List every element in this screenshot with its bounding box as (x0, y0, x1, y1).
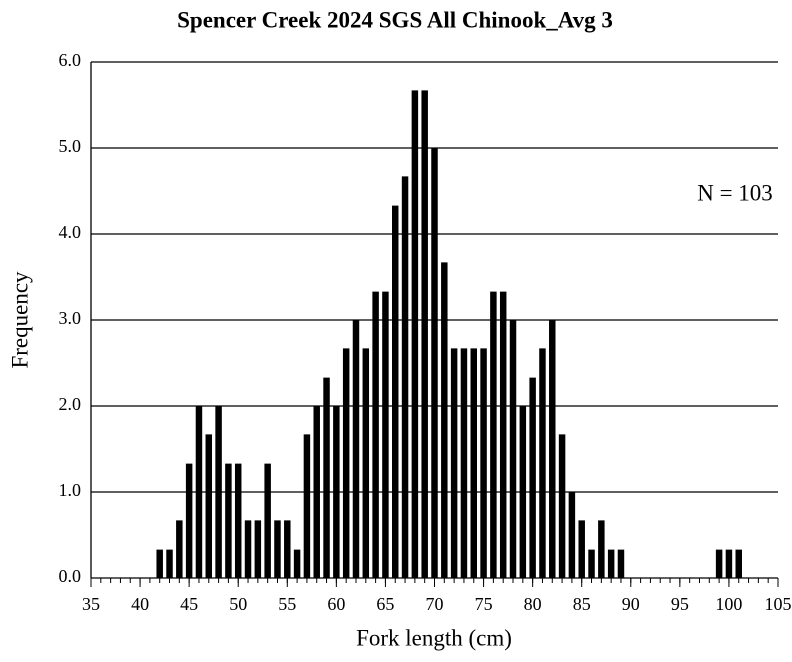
bar (333, 406, 340, 578)
bar (362, 348, 370, 578)
x-tick-label: 70 (426, 594, 444, 614)
x-tick-label: 85 (573, 594, 591, 614)
x-tick-label: 80 (524, 594, 542, 614)
bar (342, 348, 350, 578)
x-tick-label: 45 (180, 594, 198, 614)
x-tick-label: 60 (327, 594, 345, 614)
bar (254, 520, 262, 578)
chart-title: Spencer Creek 2024 SGS All Chinook_Avg 3 (177, 7, 613, 32)
bar (529, 377, 536, 578)
bar (431, 148, 438, 578)
bar (509, 320, 517, 578)
x-axis-label: Fork length (cm) (356, 625, 512, 650)
y-tick-label: 2.0 (59, 394, 82, 414)
bar (519, 406, 527, 578)
x-tick-label: 55 (278, 594, 296, 614)
x-tick-label: 95 (671, 594, 689, 614)
bar (205, 434, 213, 578)
bar (382, 291, 389, 578)
bar (313, 406, 320, 578)
bar (293, 549, 301, 578)
x-tick-label: 35 (82, 594, 100, 614)
bar (441, 262, 448, 578)
y-tick-label: 5.0 (59, 136, 82, 156)
bar (274, 520, 281, 578)
y-tick-label: 6.0 (59, 50, 82, 70)
bar (558, 434, 566, 578)
bar (568, 492, 576, 578)
x-tick-label: 50 (229, 594, 247, 614)
bar (284, 520, 291, 578)
bar (549, 320, 556, 578)
bar (715, 549, 723, 578)
bar (411, 90, 419, 578)
bar (166, 549, 173, 578)
bar (725, 549, 733, 578)
bar (234, 463, 242, 578)
bar (352, 320, 360, 578)
bar (264, 463, 271, 578)
y-tick-label: 1.0 (59, 480, 82, 500)
bar (588, 549, 595, 578)
bar (607, 549, 615, 578)
bar (470, 348, 477, 578)
bar (303, 434, 311, 578)
x-tick-label: 90 (622, 594, 640, 614)
y-axis-label: Frequency (7, 271, 32, 369)
bar (195, 406, 203, 578)
bar (499, 291, 507, 578)
bar (490, 291, 497, 578)
y-tick-label: 4.0 (59, 222, 82, 242)
bar (480, 348, 487, 578)
bar (450, 348, 458, 578)
bar (401, 176, 409, 578)
bar (735, 549, 742, 578)
y-tick-label: 0.0 (59, 566, 82, 586)
x-tick-label: 65 (376, 594, 394, 614)
bar (460, 348, 468, 578)
bar (372, 291, 379, 578)
bar (421, 90, 428, 578)
x-tick-label: 40 (131, 594, 149, 614)
bar (225, 463, 232, 578)
bar (156, 549, 163, 578)
bar (323, 377, 330, 578)
bar (215, 406, 222, 578)
bar (176, 520, 183, 578)
annotation: N = 103 (697, 180, 773, 205)
x-tick-label: 100 (715, 594, 742, 614)
x-tick-label: 105 (765, 594, 792, 614)
bar (578, 520, 585, 578)
bar (244, 520, 252, 578)
bar (392, 205, 399, 578)
y-tick-label: 3.0 (59, 308, 82, 328)
bar (185, 463, 193, 578)
bar (539, 348, 546, 578)
x-tick-label: 75 (475, 594, 493, 614)
bar (617, 549, 625, 578)
bar (598, 520, 605, 578)
